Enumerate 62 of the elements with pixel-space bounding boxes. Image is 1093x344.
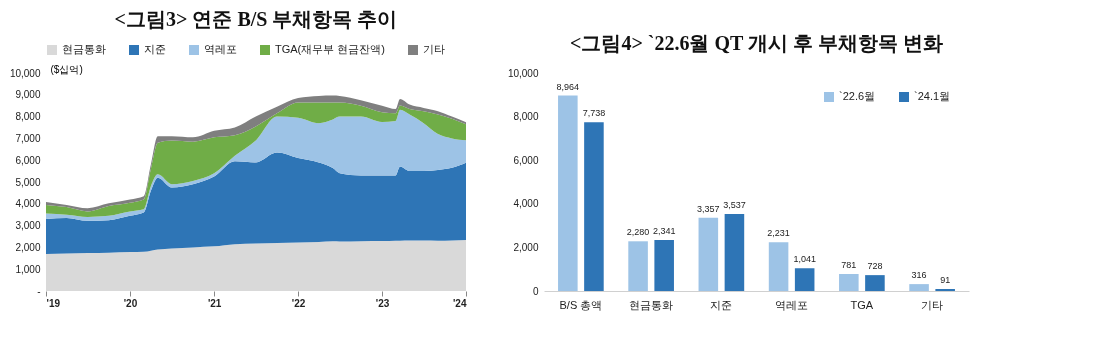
x-tick-label: '22 (291, 297, 306, 309)
data-label: 91 (940, 275, 951, 286)
chart-title: <그림4> `22.6월 QT 개시 후 부채항목 변화 (570, 32, 943, 54)
data-label: 316 (911, 270, 927, 281)
legend-label: TGA(재무부 현금잔액) (275, 43, 385, 55)
data-label: 781 (841, 259, 857, 270)
bar (698, 217, 719, 291)
x-tick-label: B/S 총액 (559, 298, 603, 311)
x-tick-label: TGA (850, 298, 874, 311)
y-tick-label: 10,000 (507, 67, 539, 79)
y-tick-label: 8,000 (513, 111, 539, 123)
bar (768, 242, 789, 291)
y-tick-label: 5,000 (15, 176, 41, 188)
y-tick-label: 0 (532, 285, 539, 297)
data-label: 2,231 (767, 228, 790, 239)
bar (794, 268, 815, 291)
bar (909, 284, 929, 291)
x-tick-label: 지준 (710, 298, 733, 311)
bar (839, 273, 859, 291)
y-tick-label: 2,000 (15, 241, 41, 253)
chart-title: <그림3> 연준 B/S 부채항목 추이 (114, 8, 398, 30)
bar (724, 213, 745, 291)
bar (654, 239, 674, 291)
data-label: 728 (867, 261, 883, 272)
data-label: 2,341 (652, 225, 676, 236)
x-tick-label: 현금통화 (629, 298, 674, 311)
bar (558, 95, 578, 291)
legend-label: `22.6월 (839, 90, 876, 102)
y-tick-label: 7,000 (15, 132, 41, 144)
legend-label: 역레포 (204, 43, 237, 55)
y-tick-label: 4,000 (15, 198, 41, 210)
data-label: 7,738 (582, 108, 606, 119)
legend-label: 현금통화 (62, 43, 106, 55)
data-label: 1,041 (793, 254, 816, 265)
y-tick-label: 10,000 (9, 67, 41, 79)
y-tick-label: 4,000 (513, 198, 539, 210)
y-tick-label: 9,000 (15, 89, 41, 101)
y-axis-title: ($십억) (50, 63, 83, 75)
data-label: 8,964 (556, 81, 580, 92)
data-label: 3,357 (697, 203, 720, 214)
data-label: 2,280 (626, 227, 650, 238)
y-tick-label: 3,000 (15, 220, 41, 232)
y-tick-label: 8,000 (15, 111, 41, 123)
y-tick-label: 6,000 (15, 154, 41, 166)
legend-label: `24.1월 (914, 90, 951, 102)
bar (865, 275, 885, 291)
y-tick-label: 6,000 (513, 154, 539, 166)
bar (628, 241, 648, 291)
x-tick-label: '21 (207, 297, 222, 309)
x-tick-label: '19 (46, 297, 61, 309)
x-tick-label: '20 (123, 297, 138, 309)
bar (584, 122, 604, 291)
y-tick-label: 2,000 (513, 241, 539, 253)
x-tick-label: '23 (375, 297, 390, 309)
legend-label: 기타 (423, 43, 445, 55)
legend-label: 지준 (144, 43, 166, 55)
data-label: 3,537 (723, 199, 746, 210)
y-tick-label: - (37, 285, 41, 297)
x-tick-label: 역레포 (775, 298, 809, 311)
x-tick-label: 기타 (921, 298, 944, 311)
x-tick-label: '24 (452, 297, 467, 309)
y-tick-label: 1,000 (15, 263, 41, 275)
